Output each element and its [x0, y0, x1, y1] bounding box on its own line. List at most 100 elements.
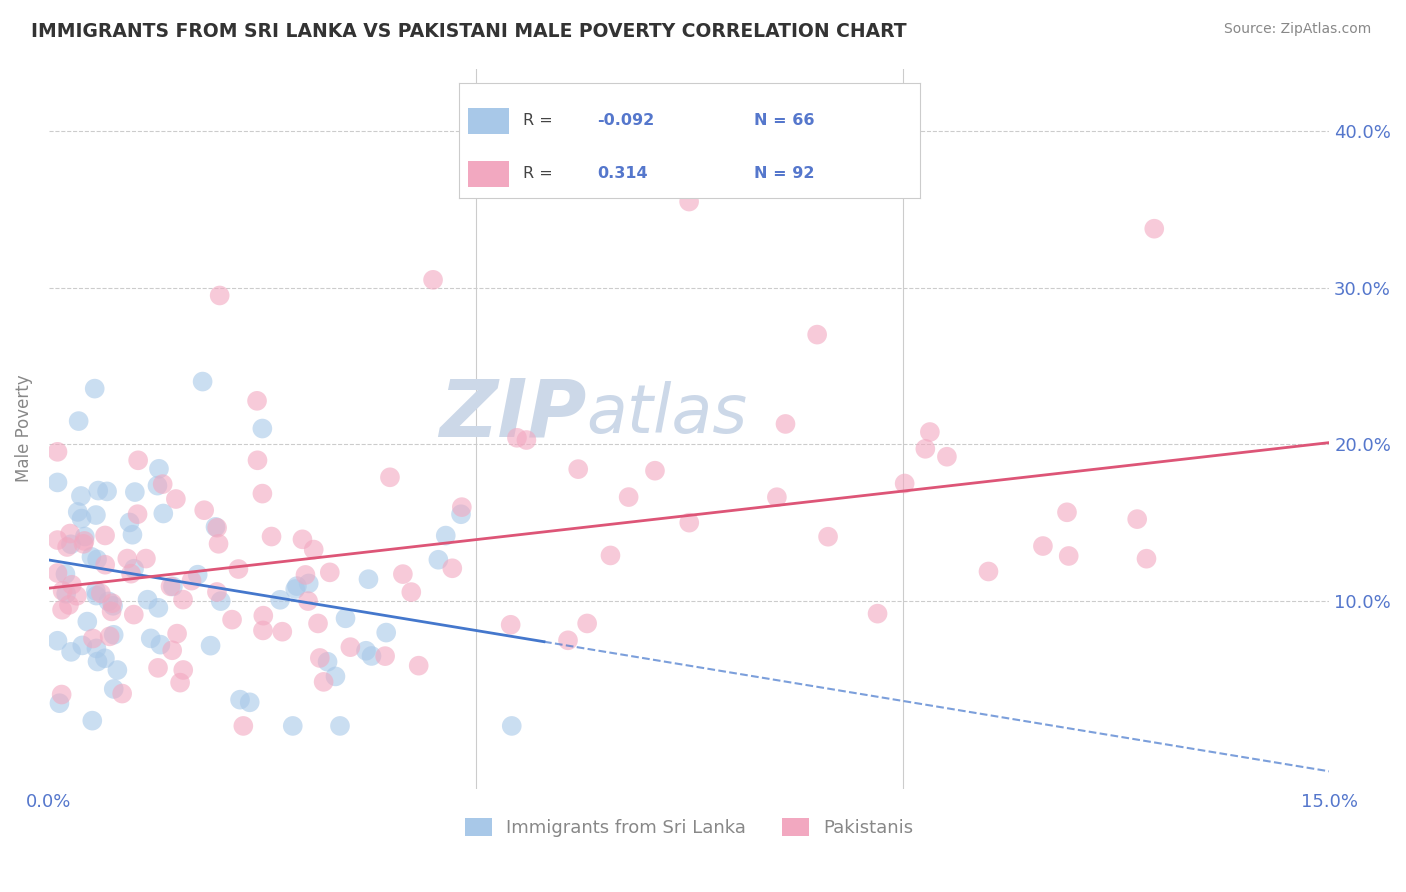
Point	[378, 470, 401, 484]
Point	[149, 638, 172, 652]
Point	[52, 583, 75, 598]
Point	[55, 587, 77, 601]
Legend: Immigrants from Sri Lanka, Pakistanis: Immigrants from Sri Lanka, Pakistanis	[457, 811, 921, 845]
Point	[160, 643, 183, 657]
Point	[46, 533, 69, 547]
Point	[73, 533, 96, 548]
Point	[46, 566, 69, 580]
Point	[866, 607, 889, 621]
Point	[84, 508, 107, 522]
Point	[567, 462, 589, 476]
Point	[191, 375, 214, 389]
Point	[375, 625, 398, 640]
Point	[90, 586, 112, 600]
Point	[281, 719, 304, 733]
Point	[401, 585, 423, 599]
Point	[122, 562, 145, 576]
Point	[66, 589, 89, 603]
Point	[450, 507, 472, 521]
Point	[46, 633, 69, 648]
Point	[118, 516, 141, 530]
Point	[434, 528, 457, 542]
Point	[392, 567, 415, 582]
Point	[501, 719, 523, 733]
Point	[307, 616, 329, 631]
Text: atlas: atlas	[586, 381, 748, 447]
Point	[82, 714, 104, 728]
Point	[127, 453, 149, 467]
Point	[72, 537, 94, 551]
Point	[87, 483, 110, 498]
Point	[319, 566, 342, 580]
Point	[252, 608, 274, 623]
Point	[294, 568, 316, 582]
Point	[252, 486, 274, 500]
Point	[374, 649, 396, 664]
Point	[169, 675, 191, 690]
Point	[617, 490, 640, 504]
Point	[506, 431, 529, 445]
Point	[515, 433, 537, 447]
Point	[111, 687, 134, 701]
Point	[308, 651, 330, 665]
Point	[221, 613, 243, 627]
Point	[260, 529, 283, 543]
Point	[86, 552, 108, 566]
Point	[172, 663, 194, 677]
Point	[252, 624, 274, 638]
Point	[644, 464, 666, 478]
Point	[152, 477, 174, 491]
Point	[124, 485, 146, 500]
Point	[1056, 505, 1078, 519]
Y-axis label: Male Poverty: Male Poverty	[15, 375, 32, 483]
Point	[269, 592, 291, 607]
Point	[232, 719, 254, 733]
Text: IMMIGRANTS FROM SRI LANKA VS PAKISTANI MALE POVERTY CORRELATION CHART: IMMIGRANTS FROM SRI LANKA VS PAKISTANI M…	[31, 22, 907, 41]
Point	[557, 633, 579, 648]
Point	[51, 603, 73, 617]
Point	[72, 639, 94, 653]
Point	[335, 611, 357, 625]
Point	[252, 421, 274, 435]
Point	[46, 475, 69, 490]
Point	[200, 639, 222, 653]
Point	[207, 537, 229, 551]
Point	[86, 641, 108, 656]
Point	[766, 490, 789, 504]
Point	[60, 645, 83, 659]
Point	[977, 565, 1000, 579]
Point	[339, 640, 361, 655]
Point	[291, 533, 314, 547]
Point	[893, 476, 915, 491]
Point	[576, 616, 599, 631]
Point	[70, 511, 93, 525]
Point	[246, 453, 269, 467]
Point	[228, 562, 250, 576]
Point	[408, 658, 430, 673]
Point	[499, 617, 522, 632]
Point	[357, 572, 380, 586]
Point	[354, 644, 377, 658]
Point	[360, 648, 382, 663]
Point	[914, 442, 936, 456]
Point	[935, 450, 957, 464]
Point	[46, 445, 69, 459]
Point	[94, 528, 117, 542]
Point	[70, 489, 93, 503]
Point	[59, 526, 82, 541]
Point	[105, 663, 128, 677]
Point	[441, 561, 464, 575]
Point	[73, 529, 96, 543]
Point	[84, 583, 107, 598]
Point	[302, 542, 325, 557]
Point	[101, 596, 124, 610]
Point	[148, 462, 170, 476]
Point	[599, 549, 621, 563]
Point	[94, 558, 117, 572]
Point	[94, 651, 117, 665]
Point	[208, 288, 231, 302]
Point	[146, 478, 169, 492]
Point	[103, 628, 125, 642]
Point	[66, 505, 89, 519]
Point	[103, 681, 125, 696]
